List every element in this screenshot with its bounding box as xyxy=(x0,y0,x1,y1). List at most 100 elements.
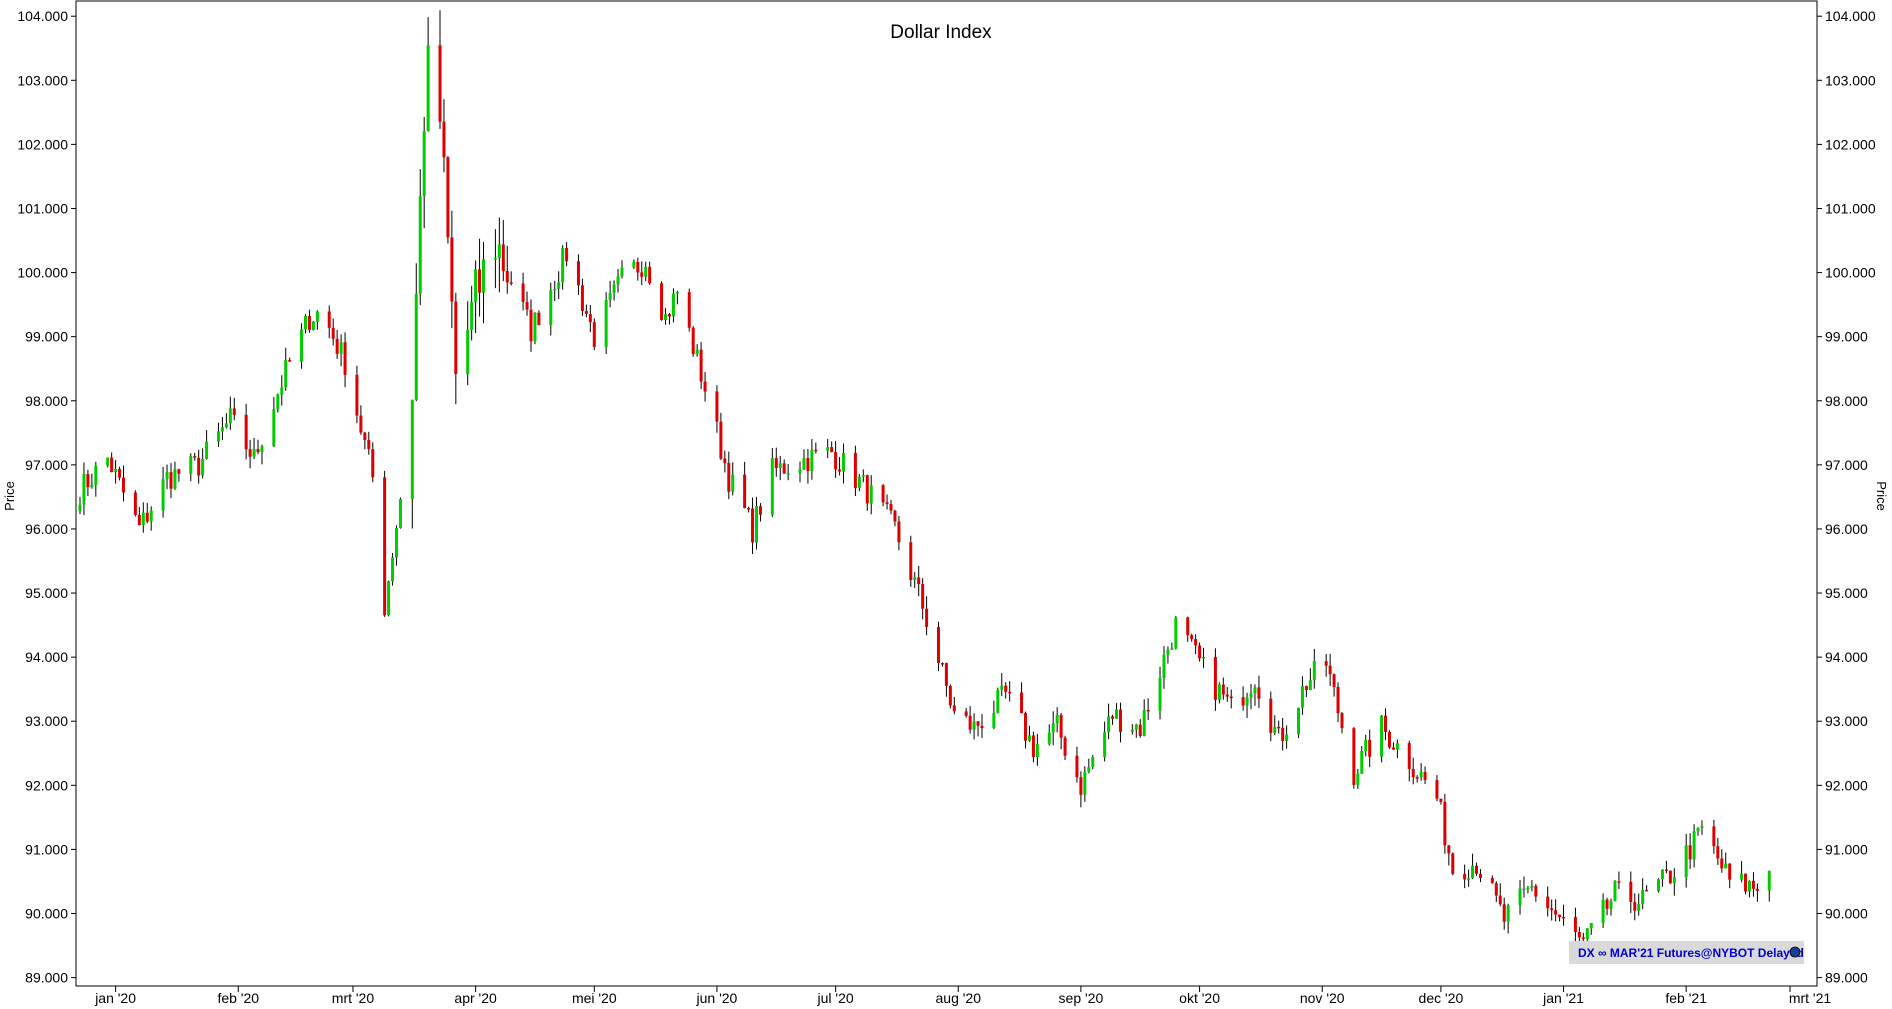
source-badge: DX ∞ MAR'21 Futures@NYBOT Delayed xyxy=(1569,941,1804,964)
y-axis-title-right: Price xyxy=(1874,481,1889,511)
candle-body-down xyxy=(944,663,948,686)
candle-body-up xyxy=(1506,905,1510,922)
candle-body-up xyxy=(78,504,82,511)
candle-body-up xyxy=(224,423,228,428)
candle-body-up xyxy=(1526,887,1530,890)
candle-body-down xyxy=(1241,697,1245,706)
candle-body-down xyxy=(1138,724,1142,737)
candle-body-up xyxy=(996,689,1000,713)
candle-body-down xyxy=(1633,901,1637,911)
candle-body-down xyxy=(576,261,580,286)
candle-body-down xyxy=(1534,885,1538,897)
candle-body-down xyxy=(814,449,818,452)
candle-body-down xyxy=(537,312,541,326)
candle-body-up xyxy=(339,342,343,354)
candle-body-down xyxy=(335,338,339,354)
y-tick-label: 99.000 xyxy=(25,329,68,345)
candle-body-down xyxy=(118,468,122,478)
candle-body-down xyxy=(917,577,921,585)
source-label: DX ∞ MAR'21 Futures@NYBOT Delayed xyxy=(1578,946,1804,960)
candle-body-down xyxy=(830,447,834,453)
candle-body-down xyxy=(1031,735,1035,758)
y-tick-label: 103.000 xyxy=(17,72,68,88)
x-tick-label: aug '20 xyxy=(936,990,982,1006)
candle-body-down xyxy=(580,285,584,311)
candle-body-up xyxy=(216,431,220,442)
candle-body-down xyxy=(885,502,889,505)
candle-body-down xyxy=(1281,727,1285,741)
candle-body-up xyxy=(1087,767,1091,772)
x-tick-label: mrt '21 xyxy=(1789,990,1832,1006)
candle-body-down xyxy=(1213,657,1217,700)
candle-body-down xyxy=(1562,917,1566,919)
candle-body-up xyxy=(90,484,94,488)
candle-body-down xyxy=(1577,932,1581,938)
candle-body-up xyxy=(82,474,86,505)
candle-body-up xyxy=(173,469,177,489)
candle-body-up xyxy=(1767,871,1771,891)
candle-body-up xyxy=(418,196,422,294)
candle-body-up xyxy=(315,311,319,322)
candle-body-up xyxy=(608,292,612,301)
candle-body-up xyxy=(272,409,276,447)
candle-body-down xyxy=(1384,715,1388,732)
candle-body-up xyxy=(1467,878,1471,880)
candle-body-down xyxy=(137,514,141,526)
candle-body-up xyxy=(414,293,418,400)
candle-body-down xyxy=(1221,684,1225,695)
x-tick-label: feb '20 xyxy=(217,990,259,1006)
y-tick-label: 91.000 xyxy=(25,841,68,857)
candle-body-up xyxy=(810,449,814,472)
candle-body-down xyxy=(1269,698,1273,733)
candle-body-up xyxy=(1609,901,1613,909)
candle-body-down xyxy=(980,725,984,729)
candle-body-down xyxy=(1755,888,1759,891)
candle-body-up xyxy=(149,510,153,522)
candle-body-up xyxy=(300,329,304,362)
candle-body-down xyxy=(1063,737,1067,756)
candle-body-up xyxy=(857,476,861,489)
candle-body-up xyxy=(1202,657,1206,659)
candle-body-up xyxy=(394,527,398,558)
candle-body-up xyxy=(1613,881,1617,902)
candle-body-down xyxy=(782,463,786,474)
candle-body-up xyxy=(1217,684,1221,700)
candle-body-down xyxy=(758,506,762,515)
candle-body-up xyxy=(303,315,307,330)
candle-body-up xyxy=(1308,680,1312,691)
y-tick-label: 92.000 xyxy=(1825,777,1868,793)
candle-body-up xyxy=(1360,751,1364,774)
candle-body-up xyxy=(161,479,165,511)
y-tick-label: 90.000 xyxy=(1825,906,1868,922)
candle-body-down xyxy=(454,301,458,374)
candle-body-down xyxy=(723,458,727,464)
candle-body-up xyxy=(470,301,474,330)
candle-body-down xyxy=(660,283,664,320)
candle-body-down xyxy=(1573,917,1577,933)
y-tick-label: 100.000 xyxy=(1825,265,1876,281)
candle-body-down xyxy=(1447,845,1451,854)
candle-body-down xyxy=(133,492,137,515)
candle-body-up xyxy=(798,469,802,474)
candle-body-up xyxy=(778,463,782,468)
candle-body-down xyxy=(327,311,331,328)
candle-body-up xyxy=(612,284,616,293)
candle-body-up xyxy=(1300,686,1304,708)
candle-body-up xyxy=(1641,889,1645,905)
candle-body-down xyxy=(715,391,719,422)
candle-body-up xyxy=(1364,739,1368,752)
candle-body-up xyxy=(311,321,315,330)
candle-body-up xyxy=(842,453,846,472)
candle-body-down xyxy=(1277,726,1281,729)
x-tick-label: apr '20 xyxy=(454,990,497,1006)
candle-body-down xyxy=(1079,777,1083,795)
candle-body-down xyxy=(1664,869,1668,872)
candle-body-down xyxy=(1391,747,1395,750)
candle-body-up xyxy=(1601,899,1605,924)
candle-body-down xyxy=(1751,880,1755,889)
candle-body-down xyxy=(1225,694,1229,697)
y-tick-label: 95.000 xyxy=(25,585,68,601)
y-tick-label: 102.000 xyxy=(17,136,68,152)
y-axis-left: 89.000 90.000 91.000 92.000 93.000 94.000 95.0… xyxy=(17,8,76,986)
candle-body-down xyxy=(478,269,482,293)
